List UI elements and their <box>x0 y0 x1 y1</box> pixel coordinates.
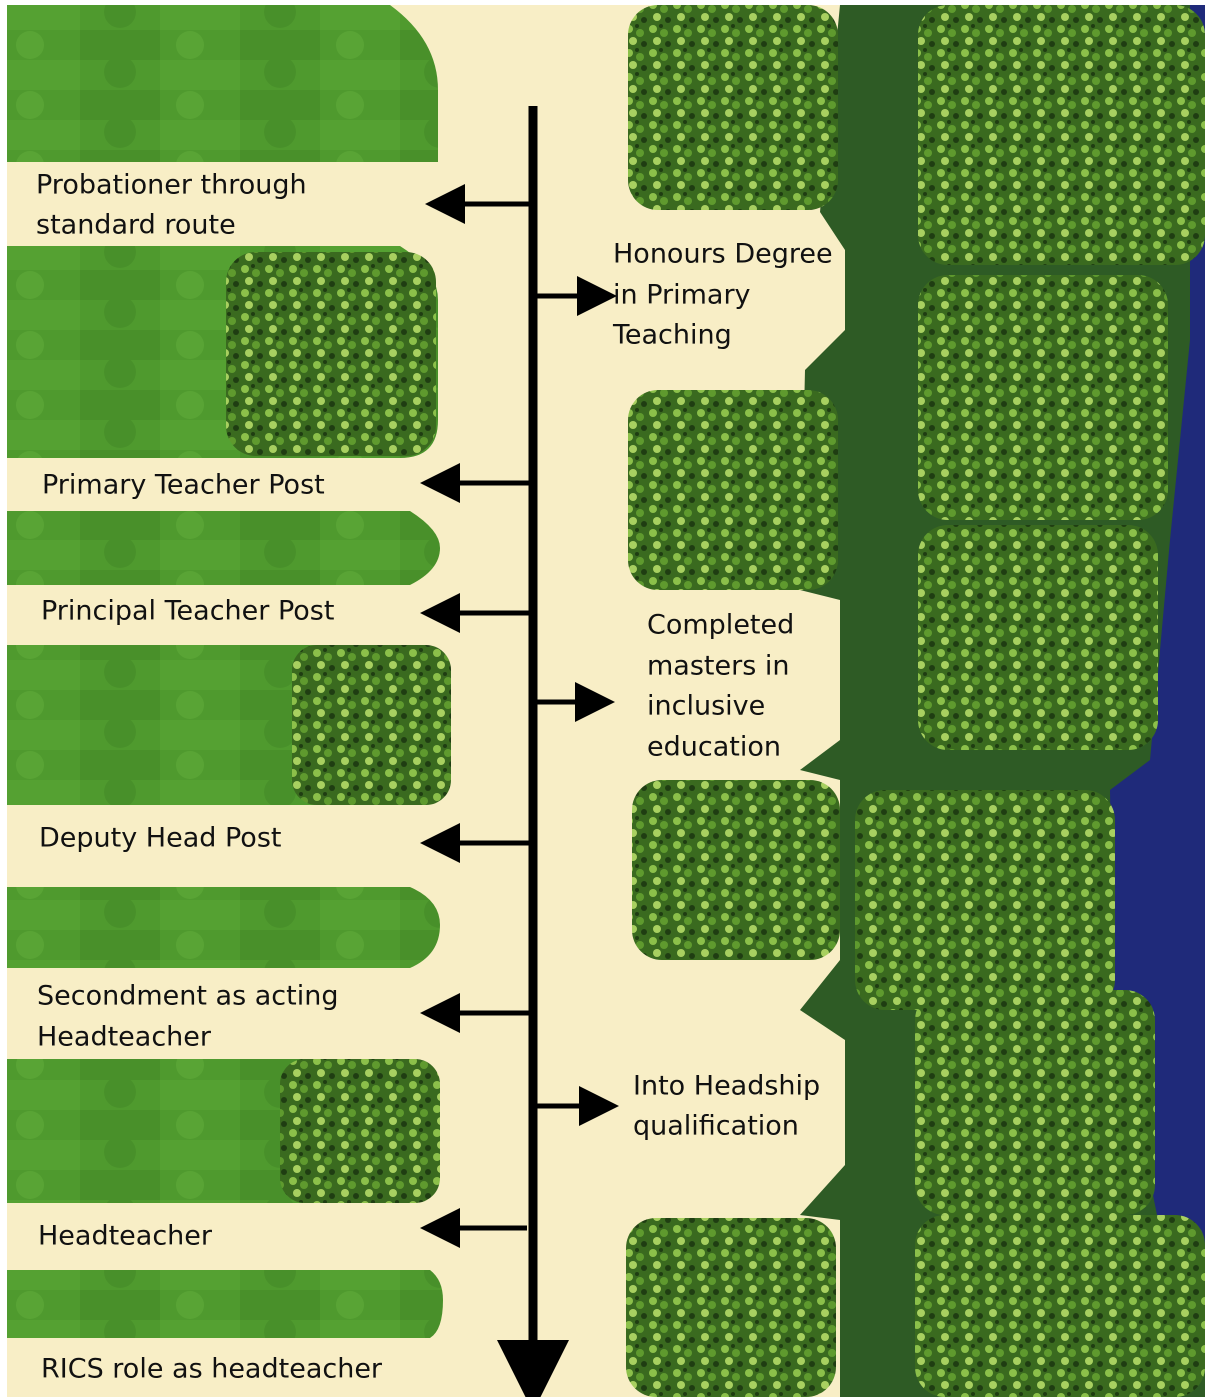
tree-block <box>918 525 1158 750</box>
post-label: standard route <box>36 210 236 241</box>
tree-block <box>626 1218 836 1397</box>
post-label: Probationer through <box>36 170 307 201</box>
grass-block <box>7 1270 443 1338</box>
qualification-label: Teaching <box>612 320 732 351</box>
qualification-label: education <box>647 732 781 763</box>
diagram: Probationer through standard route Prima… <box>0 0 1205 1397</box>
tree-block <box>855 790 1115 1010</box>
grass-block <box>7 511 440 585</box>
post-label: Secondment as acting <box>37 981 338 1012</box>
grass-block <box>7 5 438 162</box>
tree-block <box>632 780 840 960</box>
post-label: Principal Teacher Post <box>41 596 334 627</box>
qualification-label: inclusive <box>647 691 765 722</box>
tree-block <box>918 5 1205 265</box>
tree-block <box>915 990 1155 1215</box>
qualification-label: Honours Degree <box>613 239 833 270</box>
post-label: Primary Teacher Post <box>42 470 325 501</box>
qualification-label: masters in <box>647 651 789 682</box>
tree-block <box>226 252 436 456</box>
qualification-label: in Primary <box>613 280 751 311</box>
post-label: Deputy Head Post <box>39 823 281 854</box>
tree-block <box>915 1215 1205 1397</box>
grass-block <box>7 887 440 968</box>
tree-block <box>628 5 838 210</box>
tree-block <box>292 645 451 805</box>
qualification-label: qualification <box>633 1111 799 1142</box>
post-label: RICS role as headteacher <box>41 1354 383 1385</box>
tree-block <box>918 275 1168 520</box>
tree-block <box>280 1059 440 1203</box>
qualification-label: Completed <box>647 610 794 641</box>
post-label: Headteacher <box>37 1022 212 1053</box>
tree-block <box>628 390 838 590</box>
post-label: Headteacher <box>38 1221 213 1252</box>
qualification-label: Into Headship <box>633 1071 820 1102</box>
